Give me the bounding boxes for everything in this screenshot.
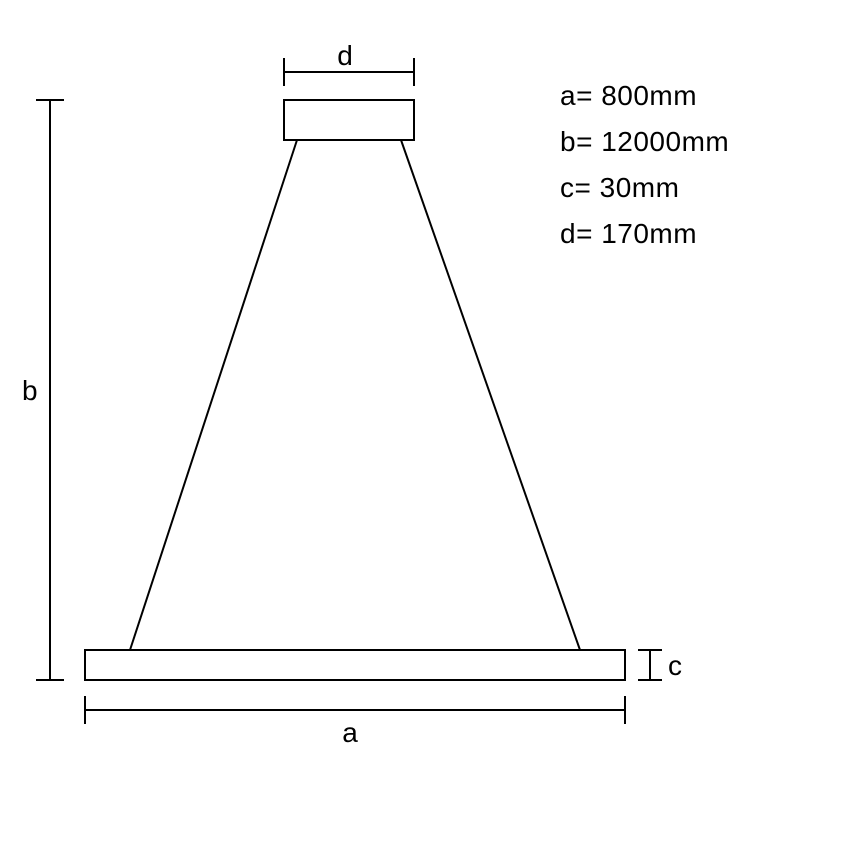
dim-b-label: b [22,375,38,406]
suspension-wire-left [130,140,297,650]
legend-d: d= 170mm [560,218,729,250]
suspension-wire-right [401,140,580,650]
dimension-diagram: d a b c [0,0,868,868]
dimension-legend: a= 800mm b= 12000mm c= 30mm d= 170mm [560,80,729,264]
fixture-rect [85,650,625,680]
dim-d-label: d [337,40,353,71]
dim-c-label: c [668,650,682,681]
canopy-rect [284,100,414,140]
dim-a-label: a [342,717,358,748]
legend-b: b= 12000mm [560,126,729,158]
legend-c: c= 30mm [560,172,729,204]
legend-a: a= 800mm [560,80,729,112]
